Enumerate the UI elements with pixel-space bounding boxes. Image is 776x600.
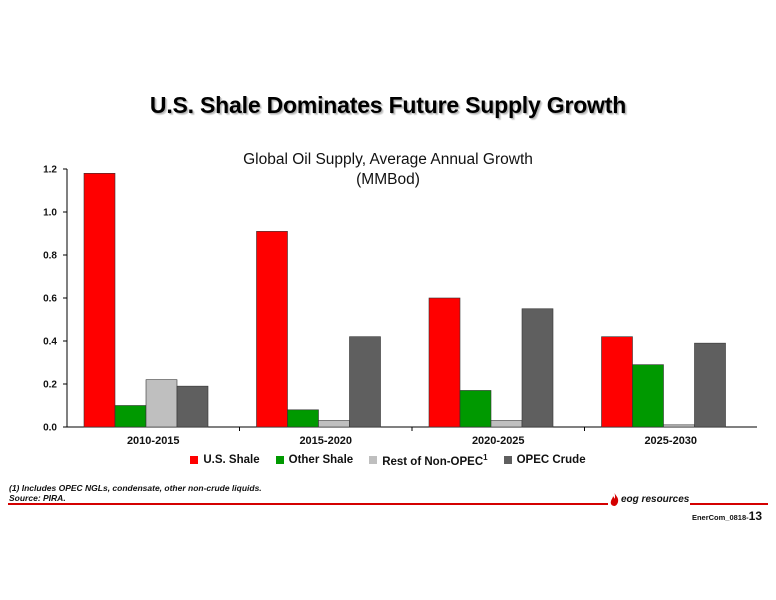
bar-us-shale — [601, 336, 633, 428]
doc-code: EnerCom_0818- — [691, 513, 749, 522]
legend-item-rest-non-opec: Rest of Non-OPEC1 — [369, 453, 488, 468]
legend-swatch-us-shale — [190, 456, 199, 465]
chart-title-block: Global Oil Supply, Average Annual Growth… — [150, 150, 626, 190]
legend-item-us-shale: U.S. Shale — [190, 453, 260, 468]
source-text: Source: PIRA. — [9, 493, 66, 503]
chart-title: Global Oil Supply, Average Annual Growth — [243, 151, 533, 168]
legend-superscript: 1 — [483, 453, 488, 462]
chart-legend: U.S. Shale Other Shale Rest of Non-OPEC1… — [0, 453, 776, 468]
bar-opec-crude — [694, 342, 726, 428]
legend-label-opec-crude: OPEC Crude — [516, 454, 586, 467]
y-tick-label: 1.2 — [43, 165, 57, 176]
x-tick-label: 2025-2030 — [644, 435, 697, 447]
bar-other-shale — [632, 364, 664, 428]
bar-us-shale — [428, 297, 461, 428]
x-tick-label: 2020-2025 — [472, 435, 525, 447]
page-number: EnerCom_0818-13 — [692, 509, 762, 523]
legend-swatch-opec-crude — [503, 456, 512, 465]
y-tick-label: 0.0 — [43, 423, 57, 434]
x-tick-label: 2010-2015 — [127, 435, 180, 447]
bar-other-shale — [459, 390, 492, 428]
bar-rest-non-opec — [145, 379, 178, 428]
y-tick-label: 0.6 — [43, 294, 57, 305]
legend-label-us-shale: U.S. Shale — [203, 454, 260, 467]
footer-divider — [8, 503, 608, 505]
bar-rest-non-opec — [318, 420, 350, 428]
footer-divider-right — [690, 503, 768, 505]
bar-opec-crude — [349, 336, 381, 428]
y-tick-label: 0.4 — [43, 337, 57, 348]
bar-us-shale — [83, 173, 116, 428]
y-tick-label: 0.8 — [43, 251, 57, 262]
legend-swatch-other-shale — [275, 456, 284, 465]
bar-us-shale — [256, 231, 288, 428]
legend-swatch-rest-non-opec — [369, 456, 378, 465]
legend-label-other-shale: Other Shale — [288, 454, 354, 467]
footnote-block: (1) Includes OPEC NGLs, condensate, othe… — [9, 483, 262, 503]
slide-title: U.S. Shale Dominates Future Supply Growt… — [149, 92, 627, 118]
company-logo: eog resources — [610, 493, 689, 506]
page-number-value: 13 — [748, 509, 762, 523]
bar-rest-non-opec — [490, 420, 523, 428]
logo-text: eog resources — [621, 494, 690, 505]
bar-opec-crude — [176, 385, 209, 428]
y-tick-label: 1.0 — [43, 208, 57, 219]
bar-opec-crude — [521, 308, 554, 428]
legend-item-opec-crude: OPEC Crude — [503, 453, 586, 468]
x-tick-label: 2015-2020 — [299, 435, 352, 447]
flame-icon — [610, 493, 619, 506]
bar-rest-non-opec — [663, 424, 695, 428]
footnote-text: (1) Includes OPEC NGLs, condensate, othe… — [9, 483, 262, 493]
legend-label-rest-non-opec: Rest of Non-OPEC1 — [382, 453, 488, 468]
legend-item-other-shale: Other Shale — [275, 453, 354, 468]
bar-other-shale — [114, 405, 147, 428]
y-tick-label: 0.2 — [43, 380, 57, 391]
chart-subtitle: (MMBod) — [356, 171, 420, 188]
bar-other-shale — [287, 409, 319, 428]
